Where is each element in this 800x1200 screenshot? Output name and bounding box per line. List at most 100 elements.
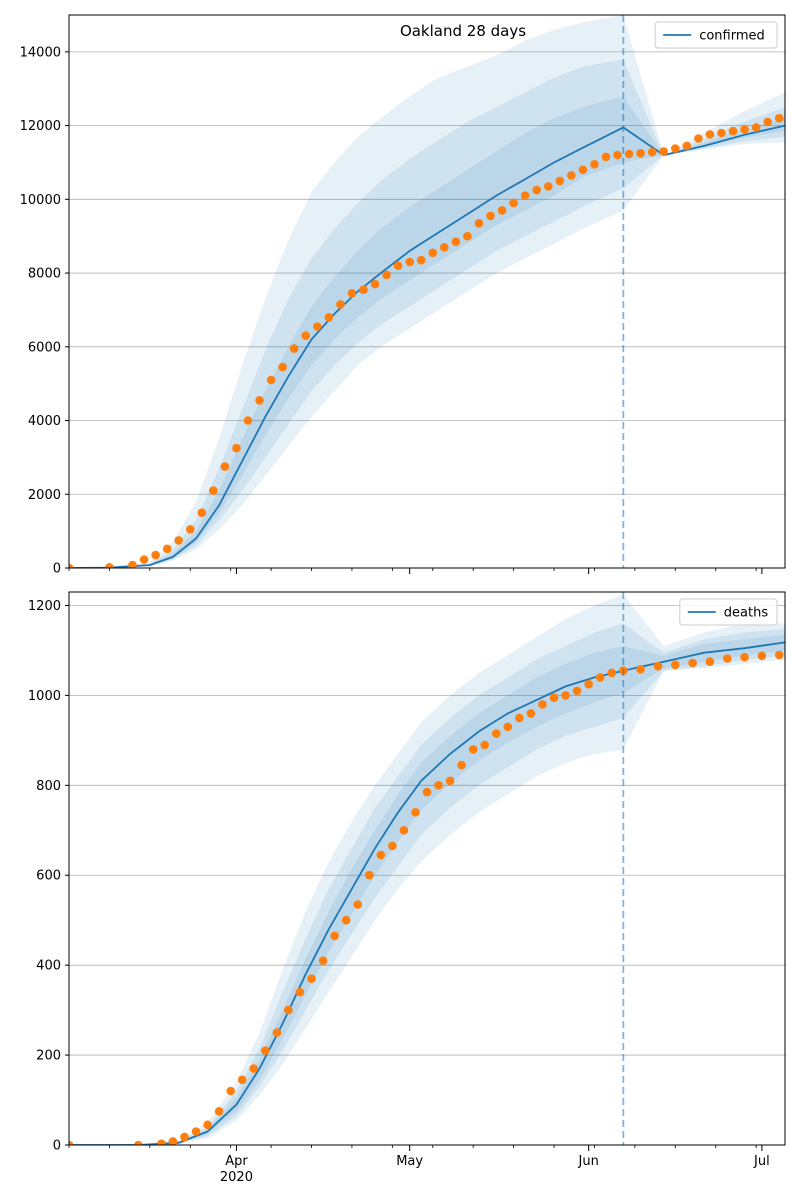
observed-point <box>463 231 472 241</box>
observed-point <box>751 123 761 132</box>
observed-point <box>295 987 305 997</box>
observed-point <box>162 544 172 554</box>
observed-point <box>220 462 230 471</box>
observed-point <box>272 1028 282 1037</box>
observed-point <box>595 673 605 682</box>
observed-point <box>134 1140 143 1145</box>
observed-point <box>324 313 334 322</box>
y-tick-label: 400 <box>36 959 61 974</box>
observed-point <box>503 722 513 732</box>
observed-point <box>647 147 657 157</box>
observed-point <box>203 1120 212 1130</box>
observed-point <box>584 679 593 689</box>
observed-point <box>278 362 287 372</box>
uncertainty-band <box>69 15 624 568</box>
x-tick-sublabel: 2020 <box>220 1170 253 1185</box>
observed-point <box>440 243 449 252</box>
observed-point <box>69 563 74 568</box>
observed-point <box>191 1127 201 1136</box>
uncertainty-band <box>69 646 624 1145</box>
y-tick-label: 0 <box>53 562 61 577</box>
observed-point <box>694 134 703 143</box>
observed-point <box>197 508 207 517</box>
observed-point <box>653 661 663 671</box>
observed-point <box>740 652 749 662</box>
observed-point <box>180 1132 189 1142</box>
y-tick-label: 600 <box>36 869 61 884</box>
y-tick-label: 200 <box>36 1049 61 1064</box>
y-tick-label: 8000 <box>28 267 61 282</box>
observed-point <box>399 826 409 835</box>
uncertainty-band <box>623 15 785 211</box>
observed-point <box>480 740 490 750</box>
observed-point <box>520 191 530 200</box>
observed-point <box>139 555 149 564</box>
observed-point <box>613 150 622 160</box>
observed-point <box>405 257 415 267</box>
observed-point <box>157 1139 166 1145</box>
observed-point <box>497 206 507 215</box>
observed-point <box>549 693 559 702</box>
observed-point <box>705 657 715 666</box>
x-tick-label: Apr <box>225 1154 248 1169</box>
observed-point <box>757 651 767 661</box>
observed-point <box>526 709 536 718</box>
observed-point <box>705 130 715 139</box>
observed-point <box>376 850 386 860</box>
uncertainty-band <box>69 96 624 568</box>
y-tick-label: 6000 <box>28 340 61 355</box>
observed-point <box>151 550 160 560</box>
observed-point <box>105 563 114 568</box>
observed-point <box>774 650 784 660</box>
observed-point <box>336 300 345 309</box>
observed-point <box>186 525 195 534</box>
observed-point <box>318 956 328 965</box>
y-tick-label: 0 <box>53 1139 61 1154</box>
plot-area <box>69 15 785 568</box>
observed-point <box>763 117 772 127</box>
observed-point <box>226 1086 235 1096</box>
observed-point <box>128 560 137 568</box>
y-tick-label: 2000 <box>28 488 61 503</box>
observed-point <box>590 160 599 169</box>
observed-point <box>393 261 403 271</box>
observed-point <box>578 165 588 175</box>
observed-point <box>422 787 432 797</box>
model-line <box>69 641 785 1145</box>
confirmed-panel: 0 2000 4000 6000 8000 10000 12000 14000 Oakland … <box>20 14 786 577</box>
observed-point <box>313 322 322 331</box>
observed-point <box>266 375 276 385</box>
legend-label: confirmed <box>699 29 765 44</box>
observed-point <box>532 185 541 195</box>
observed-point <box>341 915 351 925</box>
observed-point <box>774 113 784 123</box>
observed-point <box>509 198 518 208</box>
chart-title: Oakland 28 days <box>400 22 526 40</box>
observed-point <box>671 660 680 670</box>
observed-point <box>237 1075 247 1085</box>
observed-point <box>624 149 634 159</box>
uncertainty-band <box>623 594 785 750</box>
axes-frame <box>68 591 786 1146</box>
plot-area <box>69 594 785 1145</box>
uncertainty-band <box>69 594 624 1145</box>
observed-point <box>411 808 420 817</box>
observed-point <box>682 141 692 151</box>
uncertainty-band <box>69 623 624 1145</box>
x-tick-label: May <box>396 1154 423 1169</box>
observed-point <box>486 211 495 221</box>
observed-point <box>255 396 264 405</box>
observed-point <box>636 149 645 158</box>
observed-point <box>434 781 443 790</box>
observed-point <box>284 1005 293 1015</box>
observed-point <box>174 536 183 545</box>
observed-point <box>561 691 570 700</box>
observed-point <box>607 668 617 678</box>
observed-point <box>307 974 316 983</box>
uncertainty-band <box>623 59 785 189</box>
observed-point <box>261 1046 270 1055</box>
y-tick-label: 1200 <box>28 599 61 614</box>
observed-point <box>301 331 311 341</box>
observed-point <box>636 665 645 674</box>
observed-point <box>474 219 484 228</box>
